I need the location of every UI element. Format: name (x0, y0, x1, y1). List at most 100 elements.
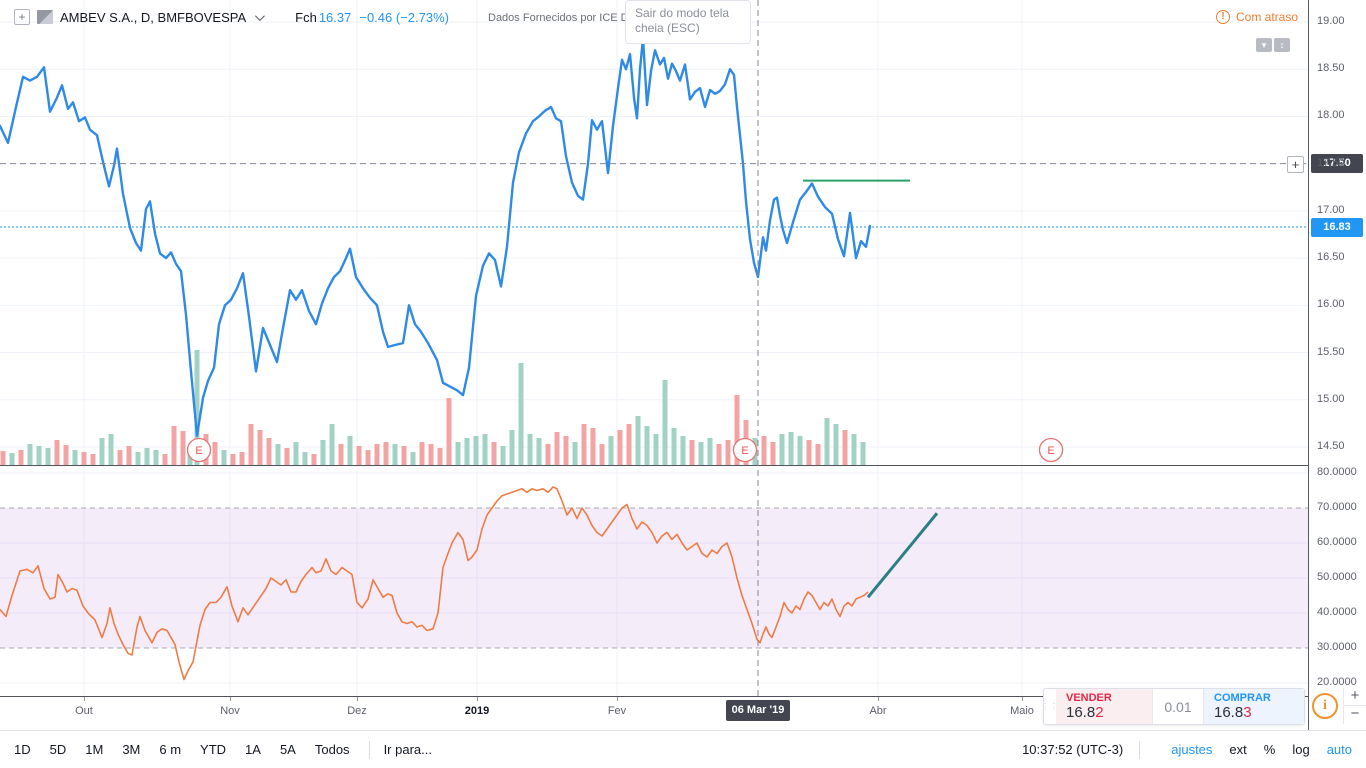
volume-bar (194, 350, 200, 465)
maximize-pane-button[interactable]: ↕ (1274, 38, 1290, 52)
volume-bar (671, 428, 677, 465)
toolbar-link-ext[interactable]: ext (1229, 742, 1247, 757)
volume-bar (473, 436, 479, 465)
add-symbol-icon[interactable]: + (14, 9, 30, 25)
drag-handle-icon[interactable]: ⋮⋮ (1041, 702, 1059, 711)
rsi-axis-label: 20.0000 (1317, 676, 1357, 688)
volume-bar (725, 440, 731, 465)
price-axis[interactable]: 17.50 16.83 19.00 18.50 18.00 17.50 17.00 16.… (1308, 0, 1366, 730)
volume-bar (860, 442, 866, 465)
buy-price: 16.83 (1214, 704, 1252, 721)
range-tab-ytd[interactable]: YTD (200, 742, 227, 757)
volume-bar (527, 434, 533, 465)
toolbar-link-percent[interactable]: % (1263, 742, 1276, 757)
toolbar-divider (368, 740, 370, 759)
price-axis-label: 19.00 (1317, 15, 1345, 27)
volume-bar (212, 442, 218, 465)
delayed-data-label: Com atraso (1236, 10, 1299, 24)
volume-bar (36, 446, 42, 465)
volume-bar (851, 434, 857, 465)
zoom-in-button[interactable]: + (1343, 688, 1366, 706)
volume-bar (770, 442, 776, 465)
earnings-marker (1038, 437, 1064, 463)
zoom-out-button[interactable]: − (1343, 706, 1366, 724)
sell-price: 16.82 (1066, 704, 1104, 721)
volume-bar (392, 444, 398, 465)
volume-bar (162, 454, 168, 465)
close-label: Fch (295, 9, 317, 25)
toolbar-right: 10:37:52 (UTC-3) ajustes ext% log auto (1022, 740, 1352, 759)
volume-bar (347, 436, 353, 465)
time-axis-label: 2019 (464, 705, 490, 717)
toolbar-link-auto[interactable]: auto (1326, 742, 1352, 757)
sell-button[interactable]: VENDER 16.82 (1056, 689, 1152, 724)
range-tab-5d[interactable]: 5D (49, 742, 67, 757)
symbol-title[interactable]: AMBEV S.A., D, BMFBOVESPA (60, 9, 247, 25)
price-axis-label: 17.50 (1317, 156, 1345, 169)
goto-button[interactable]: Ir para... (383, 742, 432, 757)
volume-bar (180, 431, 186, 465)
volume-bar (302, 452, 308, 465)
range-tab-1a[interactable]: 1A (245, 742, 261, 757)
buy-button[interactable]: COMPRAR 16.83 (1204, 689, 1304, 724)
toolbar-link-ajustes[interactable]: ajustes (1171, 742, 1213, 757)
volume-bar (455, 442, 461, 465)
range-tab-3m[interactable]: 3M (122, 742, 141, 757)
price-axis-label: 17.00 (1317, 203, 1345, 216)
fullscreen-exit-tooltip: Sair do modo tela cheia (ESC) (625, 0, 751, 44)
range-tab-6m[interactable]: 6 m (159, 742, 182, 757)
volume-bar (716, 444, 722, 465)
volume-bar (81, 452, 87, 465)
volume-bar (239, 452, 245, 465)
toolbar-link-log[interactable]: log (1292, 742, 1310, 757)
volume-bar (266, 438, 272, 465)
volume-bar (500, 446, 506, 465)
volume-bar (797, 436, 803, 465)
price-readout: Fch 16.37 −0.46 (−2.73%) (295, 10, 449, 25)
volume-bar (72, 450, 78, 465)
collapse-pane-button[interactable]: ▾ (1256, 38, 1272, 52)
info-button[interactable]: i (1312, 693, 1338, 719)
volume-bar (221, 450, 227, 465)
chart-header: + AMBEV S.A., D, BMFBOVESPA Fch 16.37 −0… (14, 9, 449, 25)
volume-bar (374, 444, 380, 465)
clock[interactable]: 10:37:52 (UTC-3) (1022, 742, 1124, 757)
time-axis-tick (878, 697, 879, 701)
volume-bar (338, 444, 344, 465)
range-tab-1m[interactable]: 1M (85, 742, 104, 757)
time-axis-tick (230, 697, 231, 701)
time-axis-tick (477, 697, 478, 701)
crosshair-price-badge: 17.50 (1311, 154, 1363, 173)
price-axis-label: 16.00 (1317, 298, 1345, 311)
time-axis-label: Dez (347, 705, 367, 717)
volume-bar (230, 454, 236, 465)
delayed-data-badge[interactable]: ! Com atraso (1216, 10, 1298, 24)
volume-bar (9, 453, 15, 465)
volume-bar (779, 434, 785, 465)
volume-bar (446, 398, 452, 465)
volume-bar (18, 450, 24, 465)
price-axis-label: 18.50 (1317, 62, 1345, 75)
earnings-marker (186, 437, 212, 463)
volume-bar (608, 436, 614, 465)
volume-bar (311, 454, 317, 465)
range-tab-todos[interactable]: Todos (314, 742, 350, 757)
earnings-marker (732, 437, 758, 463)
sell-label: VENDER (1066, 692, 1112, 704)
volume-bar (428, 444, 434, 465)
range-tabs: 1D 5D 1M 3M 6 m YTD 1A 5A Todos (14, 742, 369, 757)
volume-bar (635, 416, 641, 465)
toolbar-divider (1139, 740, 1141, 759)
price-axis-label: 15.50 (1317, 345, 1345, 358)
last-price-badge: 16.83 (1311, 218, 1363, 237)
volume-bar (293, 442, 299, 465)
volume-bar (482, 434, 488, 465)
add-alert-plus-button[interactable]: + (1287, 156, 1304, 173)
range-tab-1d[interactable]: 1D (14, 742, 31, 757)
range-tab-5a[interactable]: 5A (279, 742, 296, 757)
volume-bar (581, 424, 587, 465)
volume-bar (99, 438, 105, 465)
volume-bar (563, 436, 569, 465)
chevron-down-icon[interactable] (255, 10, 266, 21)
